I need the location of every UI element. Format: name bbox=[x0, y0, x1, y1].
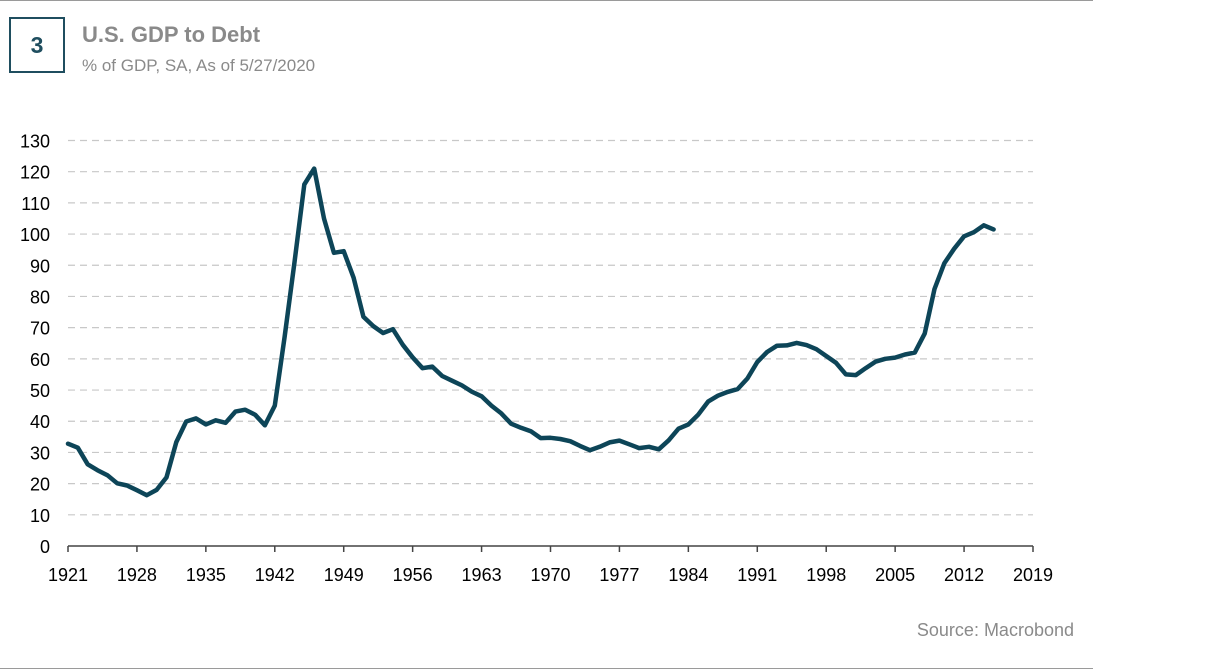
chart-title: U.S. GDP to Debt bbox=[82, 22, 261, 47]
source-note: Source: Macrobond bbox=[916, 620, 1074, 640]
bottom-rule bbox=[0, 668, 1093, 669]
x-tick-label: 1963 bbox=[462, 565, 502, 585]
x-tick-label: 1984 bbox=[668, 565, 708, 585]
x-tick-label: 2019 bbox=[1013, 565, 1053, 585]
top-rule bbox=[0, 0, 1093, 1]
x-tick-label: 1928 bbox=[117, 565, 157, 585]
x-tick-label: 1998 bbox=[806, 565, 846, 585]
series-group bbox=[65, 166, 996, 498]
y-tick-label: 100 bbox=[20, 225, 50, 245]
x-tick-label: 1935 bbox=[186, 565, 226, 585]
y-tick-label: 20 bbox=[30, 475, 50, 495]
y-tick-label: 120 bbox=[20, 163, 50, 183]
y-tick-label: 10 bbox=[30, 506, 50, 526]
x-tick-label: 2005 bbox=[875, 565, 915, 585]
series-line bbox=[65, 166, 996, 498]
x-axis-tick-labels: 1921 1928 1935 1942 1949 1956 1963 1970 1977 1984… bbox=[48, 546, 1053, 585]
y-tick-label: 110 bbox=[21, 194, 50, 214]
y-tick-label: 60 bbox=[30, 350, 50, 370]
x-tick-label: 1956 bbox=[393, 565, 433, 585]
y-tick-label: 0 bbox=[40, 537, 50, 557]
y-tick-label: 70 bbox=[30, 319, 50, 339]
y-tick-label: 40 bbox=[30, 412, 50, 432]
x-tick-label: 1977 bbox=[599, 565, 639, 585]
x-tick-label: 2012 bbox=[944, 565, 984, 585]
y-axis-tick-labels: 0 10 20 30 40 50 60 70 80 90 100 110 120 130 bbox=[20, 132, 50, 558]
y-tick-label: 50 bbox=[30, 381, 50, 401]
x-tick-label: 1942 bbox=[255, 565, 295, 585]
x-tick-label: 1991 bbox=[737, 565, 777, 585]
y-tick-label: 80 bbox=[30, 287, 50, 307]
y-tick-label: 130 bbox=[20, 132, 50, 152]
chart-subtitle: % of GDP, SA, As of 5/27/2020 bbox=[82, 56, 316, 75]
x-tick-label: 1949 bbox=[324, 565, 364, 585]
y-tick-label: 30 bbox=[30, 443, 50, 463]
x-tick-label: 1970 bbox=[530, 565, 570, 585]
x-tick-label: 1921 bbox=[48, 565, 88, 585]
y-tick-label: 90 bbox=[30, 256, 50, 276]
gridlines bbox=[68, 139, 1033, 516]
figure-number-badge: 3 bbox=[9, 17, 65, 73]
